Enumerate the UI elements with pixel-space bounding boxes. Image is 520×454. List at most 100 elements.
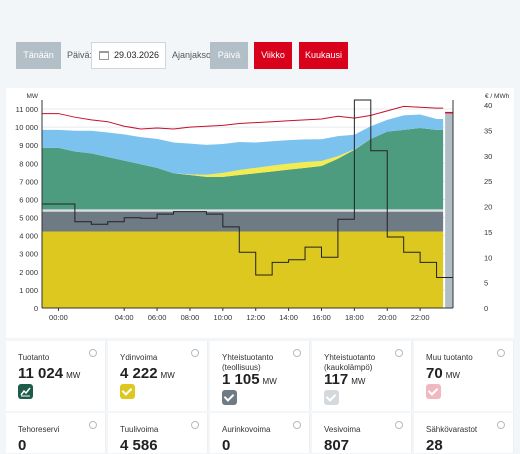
- stat-title: Vesivoima: [324, 425, 361, 434]
- stat-title: Yhteistuotanto (kaukolämpö): [324, 353, 376, 372]
- stat-title: Aurinkovoima: [222, 425, 271, 434]
- stat-unit: MW: [445, 371, 460, 380]
- y-left-tick-label: 2 000: [19, 268, 38, 277]
- stat-title: Ydinvoima: [120, 353, 158, 362]
- y-right-tick-label: 20: [484, 203, 492, 212]
- controls-bar: Tänään Päivä: 29.03.2026 Ajanjakso: Päiv…: [0, 26, 520, 86]
- stat-unit: MW: [262, 377, 277, 386]
- info-icon[interactable]: [497, 349, 505, 357]
- y-left-tick-label: 6 000: [19, 195, 38, 204]
- stat-unit: MW: [66, 371, 81, 380]
- stat-number: 4 222: [120, 365, 158, 382]
- x-tick-label: 22:00: [411, 313, 430, 322]
- calendar-icon: [99, 51, 109, 60]
- info-icon[interactable]: [293, 349, 301, 357]
- stat-value: 807: [324, 437, 349, 454]
- y-right-tick-label: 25: [484, 177, 492, 186]
- stat-title: Muu tuotanto: [426, 353, 473, 362]
- y-right-tick-label: 40: [484, 101, 492, 110]
- stat-number: 0: [222, 437, 231, 454]
- x-tick-label: 18:00: [345, 313, 364, 322]
- y-right-tick-label: 10: [484, 253, 492, 262]
- y-right-tick-label: 30: [484, 152, 492, 161]
- info-icon[interactable]: [89, 421, 97, 429]
- series-toggle-checkbox[interactable]: [426, 384, 441, 399]
- stat-tile: Muu tuotanto 70 MW: [414, 341, 514, 411]
- stat-tile: Tuulivoima 4 586: [108, 413, 208, 454]
- area-chp_district: [42, 209, 444, 212]
- stat-tile: Aurinkovoima 0: [210, 413, 310, 454]
- y-right-tick-label: 0: [484, 304, 488, 313]
- stat-title: Tuotanto: [18, 353, 50, 362]
- date-input[interactable]: 29.03.2026: [91, 42, 166, 69]
- y-left-tick-label: 0: [34, 304, 38, 313]
- stat-number: 4 586: [120, 437, 158, 454]
- stat-value: 117 MW: [324, 371, 365, 388]
- x-tick-label: 10:00: [213, 313, 232, 322]
- area-hydro: [42, 114, 444, 175]
- info-icon[interactable]: [191, 421, 199, 429]
- info-icon[interactable]: [497, 421, 505, 429]
- info-icon[interactable]: [89, 349, 97, 357]
- stat-tile: Tehoreservi 0: [6, 413, 106, 454]
- x-tick-label: 00:00: [49, 313, 68, 322]
- day-label: Päivä:: [67, 50, 93, 60]
- stat-title: Sähkövarastot: [426, 425, 478, 434]
- y-left-tick-label: 1 000: [19, 286, 38, 295]
- chart-icon[interactable]: [18, 384, 33, 399]
- chart-svg: 0 1 000 2 000 3 000 4 000 5 000 6 000 7 000 8 00…: [15, 93, 510, 322]
- series-toggle-checkbox[interactable]: [120, 384, 135, 399]
- stat-tile: Sähkövarastot 28: [414, 413, 514, 454]
- x-tick-label: 16:00: [312, 313, 331, 322]
- stat-number: 117: [324, 371, 349, 388]
- stat-tile: Vesivoima 807: [312, 413, 412, 454]
- y-left-tick-label: 3 000: [19, 250, 38, 259]
- series-toggle-checkbox[interactable]: [222, 390, 237, 405]
- x-tick-label: 08:00: [181, 313, 200, 322]
- x-tick-label: 14:00: [279, 313, 298, 322]
- stat-value: 0: [222, 437, 230, 454]
- stat-number: 0: [18, 437, 27, 454]
- reserve-column: [445, 112, 453, 308]
- x-tick-label: 04:00: [115, 313, 134, 322]
- consumption-line: [42, 105, 444, 130]
- stat-value: 1 105 MW: [222, 371, 277, 388]
- y-left-tick-label: 9 000: [19, 141, 38, 150]
- area-chp_industry: [42, 211, 444, 232]
- stat-value: 4 586: [120, 437, 158, 454]
- y-left-tick-label: 4 000: [19, 232, 38, 241]
- area-wind: [42, 128, 444, 210]
- period-week-button[interactable]: Viikko: [254, 42, 292, 69]
- stat-tile: Yhteistuotanto (kaukolämpö) 117 MW: [312, 341, 412, 411]
- info-icon[interactable]: [395, 421, 403, 429]
- stat-value: 70 MW: [426, 365, 460, 382]
- stat-value: 11 024 MW: [18, 365, 80, 382]
- today-button[interactable]: Tänään: [16, 42, 61, 69]
- y-left-axis-label: MW: [26, 93, 38, 100]
- y-right-tick-label: 35: [484, 126, 492, 135]
- stat-number: 1 105: [222, 371, 260, 388]
- stat-title: Yhteistuotanto (teollisuus): [222, 353, 274, 372]
- stat-title: Tuulivoima: [120, 425, 159, 434]
- y-left-tick-label: 7 000: [19, 177, 38, 186]
- stat-number: 70: [426, 365, 443, 382]
- x-tick-label: 12:00: [246, 313, 265, 322]
- stat-number: 807: [324, 437, 350, 454]
- info-icon[interactable]: [395, 349, 403, 357]
- y-right-tick-label: 15: [484, 228, 492, 237]
- info-icon[interactable]: [191, 349, 199, 357]
- x-tick-label: 20:00: [378, 313, 397, 322]
- stat-value: 4 222 MW: [120, 365, 175, 382]
- stat-title: Tehoreservi: [18, 425, 60, 434]
- stat-tile: Yhteistuotanto (teollisuus) 1 105 MW: [210, 341, 310, 411]
- stat-number: 11 024: [18, 365, 64, 382]
- series-toggle-checkbox[interactable]: [324, 390, 339, 405]
- stat-number: 28: [426, 437, 443, 454]
- info-icon[interactable]: [293, 421, 301, 429]
- y-left-tick-label: 11 000: [16, 105, 38, 114]
- period-label: Ajanjakso:: [172, 50, 214, 60]
- period-month-button[interactable]: Kuukausi: [299, 42, 348, 69]
- stat-unit: MW: [351, 377, 366, 386]
- period-day-button[interactable]: Päivä: [210, 42, 248, 69]
- y-left-tick-label: 5 000: [19, 214, 38, 223]
